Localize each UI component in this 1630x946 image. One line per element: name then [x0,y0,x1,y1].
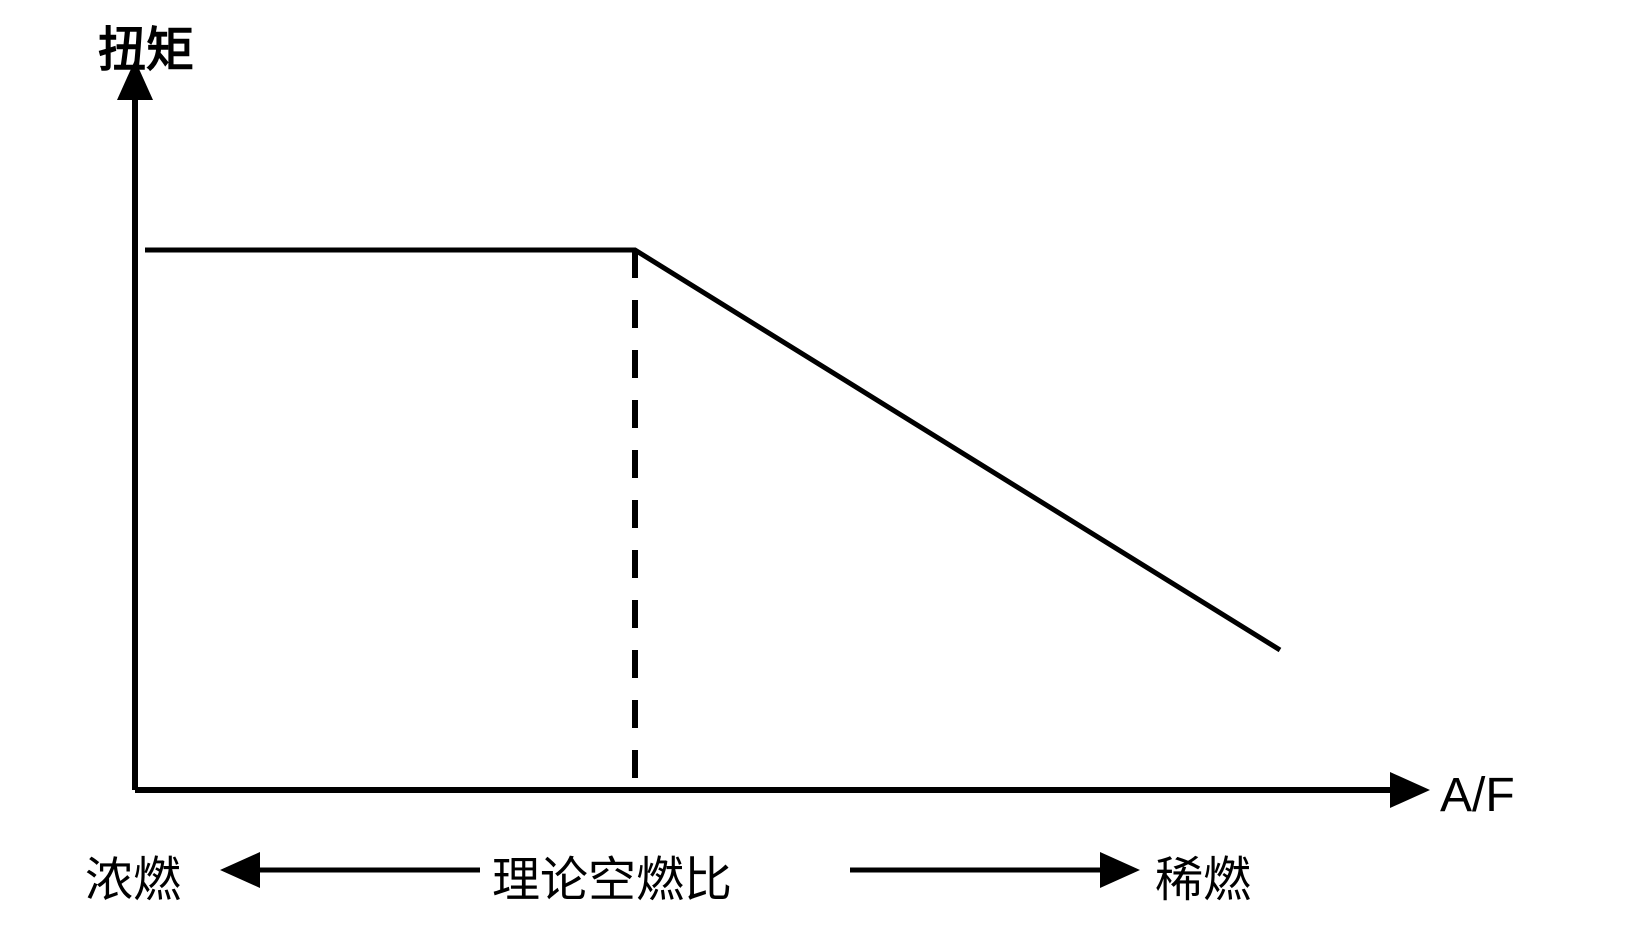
torque-curve [145,250,1280,650]
rich-arrowhead [220,852,260,888]
lean-arrowhead [1100,852,1140,888]
x-axis-arrowhead [1390,772,1430,808]
x-axis-label: A/F [1440,768,1515,823]
chart-svg [0,0,1630,946]
rich-label: 浓燃 [85,840,181,910]
y-axis-label: 扭矩 [98,10,194,80]
lean-label: 稀燃 [1155,840,1251,910]
stoich-label: 理论空燃比 [492,840,732,910]
chart-container: 扭矩 A/F 浓燃 理论空燃比 稀燃 [0,0,1630,946]
